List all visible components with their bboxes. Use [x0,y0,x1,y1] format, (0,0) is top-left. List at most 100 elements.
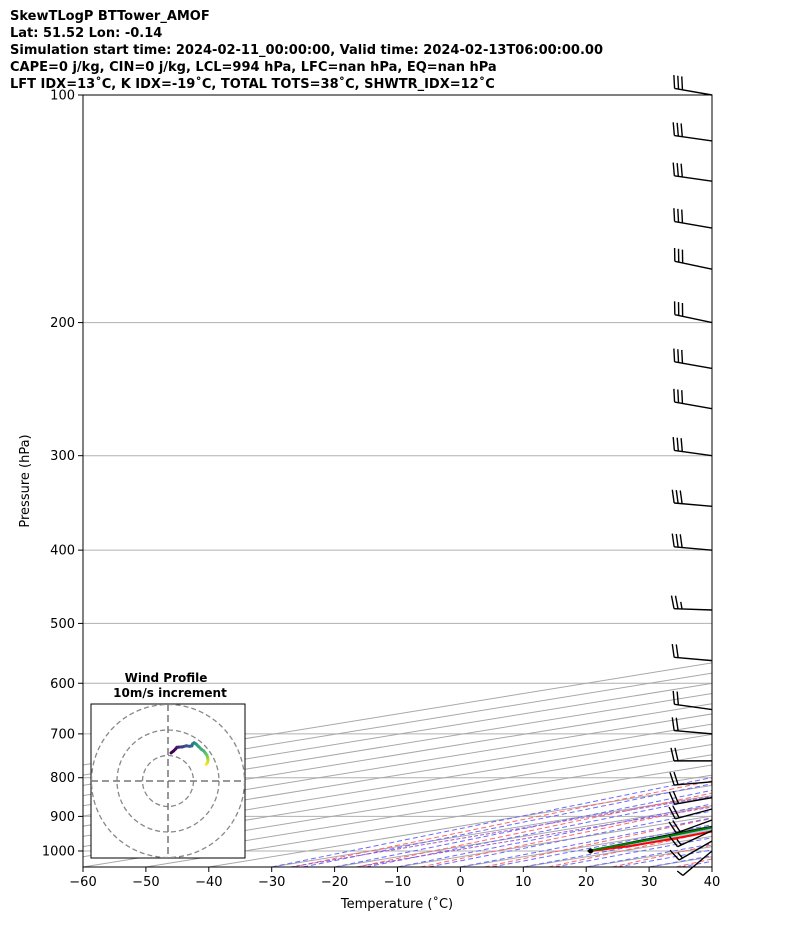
y-tick-label: 400 [50,544,75,559]
barb-flag [681,390,684,404]
x-tick-label: −50 [132,875,159,890]
x-tick-label: −30 [258,875,285,890]
moist-adiabat-line [744,95,794,867]
isotherm-line [83,723,712,827]
barb-flag [672,805,680,819]
isotherm-line [397,815,712,867]
axes: −60 −50 −40 −30 −20 −10 0 10 20 30 40 100 200 300 400 5… [42,75,720,890]
wind-barb [672,162,713,182]
mixing-ratio-line [290,795,712,867]
y-tick-label: 1000 [42,844,75,859]
barb-flag [677,75,680,90]
x-tick-label: −60 [69,875,96,890]
dry-adiabat-line [675,858,712,867]
barb-flag [672,690,676,705]
barb-flag [680,438,683,452]
barb-flag [676,437,680,452]
wind-barb [673,388,713,410]
x-tick-label: 30 [641,875,658,890]
barb-shaft [682,850,713,876]
x-axis-title: Temperature (˚C) [340,896,453,912]
barb-flag [680,123,683,137]
isotherm-line [83,713,712,817]
barb-flag [675,490,679,504]
surface-parcel-marker [588,848,594,854]
barb-flag [676,122,680,137]
dry-adiabat-line [484,817,712,867]
y-tick-label: 300 [50,449,75,464]
wind-barb [673,247,713,270]
isotherm-line [711,866,712,867]
barb-shaft [674,546,713,551]
wind-barb [672,437,713,457]
barb-shaft [674,449,713,457]
barb-flag [670,747,675,762]
barb-flag [671,489,675,504]
dry-adiabat-line [740,95,794,867]
barb-flag [675,644,679,658]
wind-barb [671,489,713,508]
barb-flag [676,691,680,705]
barb-flag [674,595,679,609]
wind-barb [668,790,713,805]
barb-flag [677,208,680,223]
chart-title: SkewTLogP BTTower_AMOF [10,9,210,24]
barb-flag [677,349,680,363]
isotherm-line [271,795,712,867]
barb-shaft [675,808,713,820]
isotherm-line [586,846,712,867]
wind-barb [671,717,713,735]
moist-adiabat-line [617,849,712,867]
dry-adiabat-line [611,844,712,867]
dry-adiabat-line [293,780,712,867]
chart-header: SkewTLogP BTTower_AMOF Lat: 51.52 Lon: -… [10,8,603,93]
location-line: Lat: 51.52 Lon: -0.14 [10,26,163,41]
x-tick-label: −40 [195,875,222,890]
barb-half-flag [676,870,684,876]
barb-flag [668,821,677,834]
barb-flag [673,771,679,785]
barb-flag [671,643,675,658]
barb-shaft [673,607,713,611]
dry-adiabat-line [420,805,712,867]
wind-barb [669,771,713,786]
barb-flag [676,163,680,177]
x-tick-label: 40 [704,875,721,890]
stability-line: CAPE=0 j/kg, CIN=0 j/kg, LCL=994 hPa, LF… [10,60,497,75]
x-tick-label: −20 [321,875,348,890]
x-tick-label: 10 [515,875,532,890]
isotherm-line [83,662,712,766]
isotherm-line [334,805,712,867]
barb-flag [681,209,684,223]
barb-flag [672,162,676,176]
isotherm-line [83,703,712,807]
barb-flag [671,533,675,547]
isotherm-line [460,825,712,867]
y-tick-label: 100 [50,89,75,104]
barb-shaft [674,361,713,370]
barb-flag [669,772,675,786]
barb-flag [672,820,681,833]
inset-subtitle: 10m/s increment [113,686,227,700]
isotherm-line [83,682,712,786]
wind-barb [671,643,713,662]
barb-shaft [674,220,713,229]
time-line: Simulation start time: 2024-02-11_00:00:… [10,43,603,58]
y-tick-label: 600 [50,677,75,692]
barb-half-flag [677,852,684,859]
hodograph-segment [169,749,176,755]
isotherm-line [775,95,794,867]
barb-flag [675,717,679,732]
barb-flag [668,806,676,820]
y-tick-label: 200 [50,316,75,331]
barb-shaft [674,175,713,182]
wind-barb [671,533,713,551]
barb-flag [681,349,684,364]
moist-adiabat-line [711,866,712,867]
barb-flag [679,490,683,504]
x-tick-label: 20 [578,875,595,890]
isotherm-line [83,733,712,837]
moist-adiabat-line [365,796,712,867]
barb-flag [673,75,676,89]
